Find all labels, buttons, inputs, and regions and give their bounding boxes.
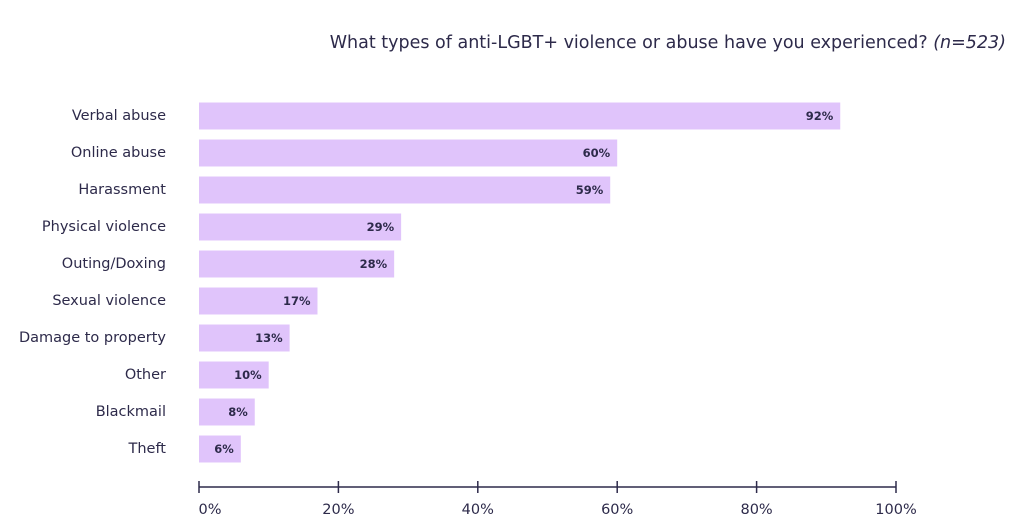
data-label: 10% xyxy=(234,368,262,382)
x-tick-label: 80% xyxy=(740,502,772,518)
x-tick-label: 60% xyxy=(601,502,633,518)
data-label: 29% xyxy=(367,220,395,234)
category-label: Damage to property xyxy=(19,330,166,346)
bar xyxy=(199,176,611,204)
x-tick-label: 100% xyxy=(875,502,916,518)
bar xyxy=(199,213,402,241)
data-label: 8% xyxy=(228,405,248,419)
x-tick-label: 0% xyxy=(198,502,221,518)
category-label: Theft xyxy=(127,441,166,457)
data-label: 92% xyxy=(806,109,834,123)
bar xyxy=(199,398,255,426)
x-tick-label: 20% xyxy=(322,502,354,518)
chart-title-note: (n=523) xyxy=(933,33,1006,53)
category-label: Other xyxy=(125,367,166,383)
category-label: Online abuse xyxy=(71,145,166,161)
category-label: Physical violence xyxy=(42,219,166,235)
chart-title: What types of anti-LGBT+ violence or abu… xyxy=(0,33,1006,53)
bar xyxy=(199,287,318,315)
data-label: 60% xyxy=(583,146,611,160)
data-label: 28% xyxy=(360,257,388,271)
data-label: 17% xyxy=(283,294,311,308)
x-tick-label: 40% xyxy=(462,502,494,518)
bar xyxy=(199,102,841,130)
category-label: Harassment xyxy=(78,182,166,198)
bar xyxy=(199,361,269,389)
chart-title-text: What types of anti-LGBT+ violence or abu… xyxy=(329,33,928,53)
bar xyxy=(199,139,618,167)
category-label: Verbal abuse xyxy=(72,108,166,124)
bar xyxy=(199,250,395,278)
data-label: 59% xyxy=(576,183,604,197)
category-label: Blackmail xyxy=(96,404,166,420)
data-label: 13% xyxy=(255,331,283,345)
category-label: Outing/Doxing xyxy=(62,256,166,272)
bar xyxy=(199,324,290,352)
data-label: 6% xyxy=(214,442,234,456)
category-label: Sexual violence xyxy=(52,293,166,309)
bar xyxy=(199,435,241,463)
